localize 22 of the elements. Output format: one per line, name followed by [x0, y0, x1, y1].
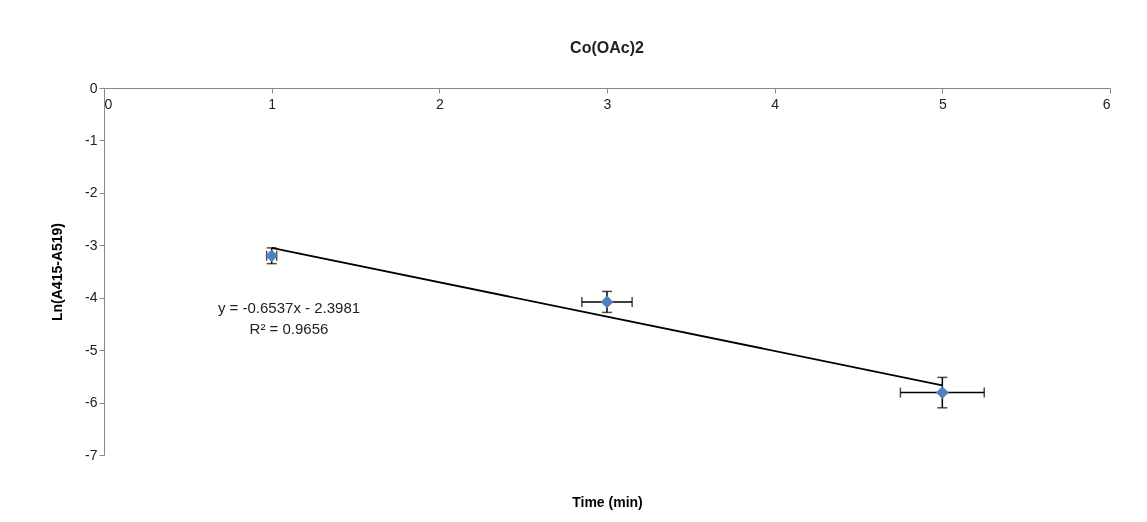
y-tick-label: -6	[85, 394, 98, 411]
y-tick-label: -5	[85, 341, 98, 358]
annotation: y = -0.6537x - 2.3981	[217, 299, 361, 316]
x-tick-label: 4	[771, 95, 780, 112]
point	[600, 295, 614, 309]
y-axis-title: Ln(A415-A519)	[49, 222, 66, 322]
x-axis-title: Time (min)	[572, 493, 643, 510]
annotation: R² = 0.9656	[249, 320, 329, 337]
x-tick-label: 0	[104, 95, 113, 112]
y-tick-label: -4	[85, 289, 98, 306]
y-tick-label: -1	[85, 131, 98, 148]
x-tick-label: 2	[435, 95, 444, 112]
chart-title: Co(OAc)2	[570, 39, 644, 56]
x-tick-label: 6	[1102, 95, 1111, 112]
y-tick-label: -3	[85, 236, 98, 253]
y-tick-label: -7	[85, 446, 98, 463]
point	[936, 386, 949, 399]
x-tick-label: 5	[938, 95, 947, 112]
x-tick-label: 3	[603, 95, 612, 112]
y-tick-label: 0	[89, 79, 98, 96]
y-tick-label: -2	[85, 184, 98, 201]
x-tick-label: 1	[268, 95, 277, 112]
